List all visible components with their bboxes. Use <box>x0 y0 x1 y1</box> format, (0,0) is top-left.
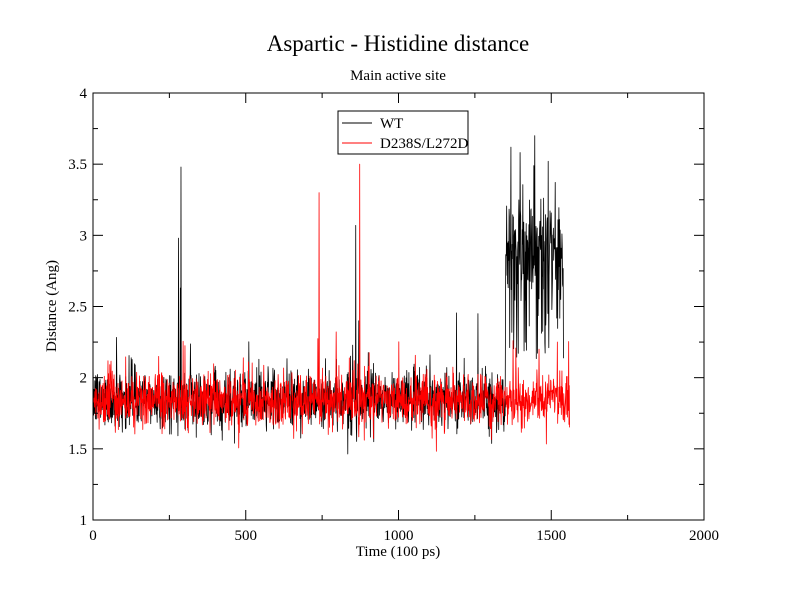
y-tick-label: 3 <box>80 228 88 244</box>
y-tick-label: 4 <box>80 86 88 102</box>
plot-frame <box>92 92 705 521</box>
x-axis-label: Time (100 ps) <box>356 544 440 560</box>
x-tick-label: 1500 <box>536 528 566 544</box>
x-tick-label: 1000 <box>384 528 414 544</box>
legend: WT D238S/L272D <box>337 110 469 155</box>
x-tick-label: 0 <box>89 528 97 544</box>
y-axis-label: Distance (Ang) <box>44 260 60 352</box>
legend-box <box>337 110 469 155</box>
chart-subtitle: Main active site <box>350 68 446 84</box>
y-tick-label: 3.5 <box>68 157 87 173</box>
chart-title: Aspartic - Histidine distance <box>267 31 530 56</box>
y-tick-label: 1 <box>80 513 88 529</box>
series-layer <box>92 135 570 455</box>
y-tick-label: 2.5 <box>68 300 87 316</box>
y-tick-label: 2 <box>80 371 88 387</box>
legend-label-wt: WT <box>380 116 403 132</box>
x-tick-label: 500 <box>235 528 258 544</box>
y-tick-label: 1.5 <box>68 442 87 458</box>
series-line-mutant <box>92 163 570 452</box>
axis-ticks: 0 500 1000 1500 2000 1 1.5 2 2.5 3 3.5 4 <box>68 86 719 544</box>
x-tick-label: 2000 <box>689 528 719 544</box>
legend-label-mutant: D238S/L272D <box>380 136 469 152</box>
